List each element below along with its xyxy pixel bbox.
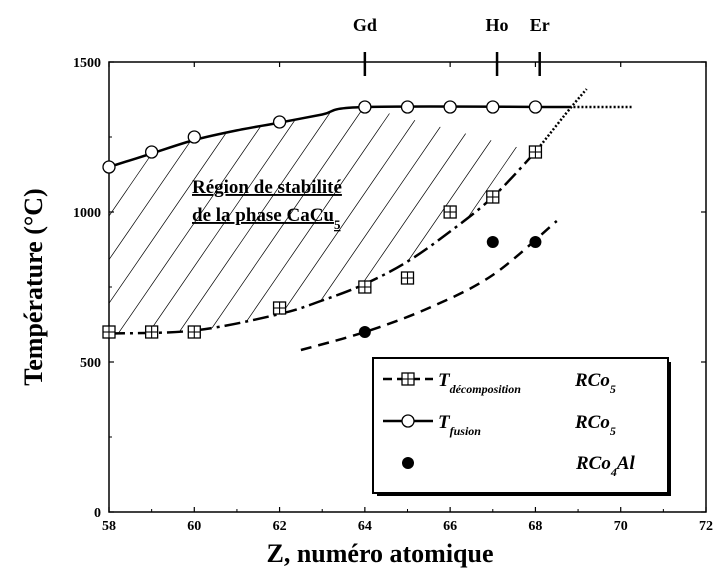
- legend-rco4al-marker: [402, 457, 414, 469]
- legend: Tdécomposition RCo5 Tfusion RCo5 RCo4Al: [372, 357, 671, 496]
- element-markers: Gd Ho Er: [353, 15, 550, 76]
- series-1-point: [187, 130, 201, 144]
- hatch-line: [109, 107, 381, 334]
- series-0-point: [187, 325, 201, 339]
- hatch-line: [109, 107, 351, 334]
- series-1-point: [400, 100, 415, 114]
- legend-decomposition-sub: décomposition: [450, 382, 522, 396]
- x-tick-label: 66: [443, 519, 457, 534]
- legend-box-shadow-bottom: [377, 493, 671, 496]
- legend-rco4al-formula: RCo4Al: [575, 453, 636, 479]
- region-label-line1: Région de stabilité: [192, 177, 342, 198]
- x-tick-label: 60: [187, 519, 201, 534]
- hatch-line: [109, 107, 441, 334]
- hatch-line: [0, 40, 20, 520]
- element-marker-label: Ho: [486, 15, 509, 35]
- series-2-point: [486, 236, 499, 248]
- legend-fusion-sub: fusion: [450, 424, 482, 438]
- hatch-line: [109, 107, 111, 334]
- axis-ticks: [108, 61, 707, 513]
- legend-decomposition-label: Tdécomposition: [438, 370, 521, 396]
- series-0-point: [272, 301, 287, 315]
- series-1-point: [144, 145, 159, 159]
- legend-box-shadow-right: [668, 362, 671, 496]
- x-tick-label: 72: [699, 519, 713, 534]
- series-0-point: [144, 325, 159, 339]
- legend-rco4al-formula-main: RCo: [575, 453, 611, 474]
- legend-rco4al-formula-sub: 4: [610, 465, 617, 479]
- legend-fusion-t: T: [438, 412, 451, 433]
- series-1-point: [102, 160, 116, 174]
- series-2-point: [529, 236, 542, 248]
- legend-marker-open-circle: [401, 414, 415, 428]
- legend-decomposition-formula-sub: 5: [610, 382, 616, 396]
- series-0-point: [443, 205, 457, 219]
- x-tick-label: 68: [528, 519, 542, 534]
- hatch-line: [109, 107, 411, 334]
- legend-fusion-marker: [401, 414, 415, 428]
- y-axis-title: Température (°C): [19, 188, 48, 385]
- y-tick-label: 0: [94, 506, 101, 521]
- series-1-point: [358, 100, 372, 114]
- element-marker-label: Gd: [353, 15, 377, 35]
- legend-fusion-formula: RCo5: [574, 412, 616, 438]
- series-0-point: [400, 271, 415, 285]
- legend-box: [372, 357, 669, 494]
- series-1-point: [486, 100, 500, 114]
- legend-marker-boxed-plus: [401, 372, 415, 386]
- series-0-point: [102, 325, 116, 339]
- fusion-fit-curve: [108, 105, 570, 169]
- series-1-point: [443, 100, 457, 114]
- legend-decomposition-marker: [401, 372, 415, 386]
- region-label-line2: de la phase CaCu5: [192, 205, 341, 232]
- series-0-point: [358, 280, 372, 294]
- series-0-point: [486, 190, 500, 204]
- legend-fusion-label: Tfusion: [438, 412, 481, 438]
- legend-fusion-formula-main: RCo: [574, 412, 610, 433]
- decomposition-fit-curve: [108, 151, 537, 335]
- y-tick-label: 1500: [73, 56, 101, 71]
- decomposition-extrapolation-curve: [534, 88, 588, 153]
- series-2-point: [358, 326, 371, 338]
- x-tick-label: 58: [102, 519, 116, 534]
- axis-tick-labels: 58 60 62 64 66 68 70 72 0 500 1000 1500: [73, 56, 713, 534]
- hatch-line: [109, 107, 321, 334]
- hatch-line: [710, 40, 715, 520]
- x-tick-label: 70: [614, 519, 628, 534]
- region-label-line2-subscript: 5: [334, 217, 341, 232]
- x-tick-label: 62: [273, 519, 287, 534]
- series-1-point: [528, 100, 543, 114]
- series-0-point: [528, 145, 543, 159]
- element-marker-label: Er: [530, 15, 550, 35]
- y-tick-label: 500: [80, 356, 101, 371]
- y-tick-label: 1000: [73, 206, 101, 221]
- rco4al-fit-curve: [300, 220, 558, 352]
- legend-decomposition-formula-main: RCo: [574, 370, 610, 391]
- legend-decomposition-t: T: [438, 370, 451, 391]
- legend-marker-filled-circle: [402, 457, 414, 469]
- series-1-point: [272, 115, 287, 129]
- fit-curves: [108, 88, 634, 352]
- legend-decomposition-formula: RCo5: [574, 370, 616, 396]
- hatch-line: [680, 40, 715, 520]
- x-axis-title: Z, numéro atomique: [266, 539, 493, 568]
- legend-rco4al-formula-tail: Al: [616, 453, 636, 474]
- x-tick-label: 64: [358, 519, 372, 534]
- data-points: [102, 100, 543, 339]
- legend-fusion-formula-sub: 5: [610, 424, 616, 438]
- region-label-line2-text: de la phase CaCu: [192, 205, 334, 226]
